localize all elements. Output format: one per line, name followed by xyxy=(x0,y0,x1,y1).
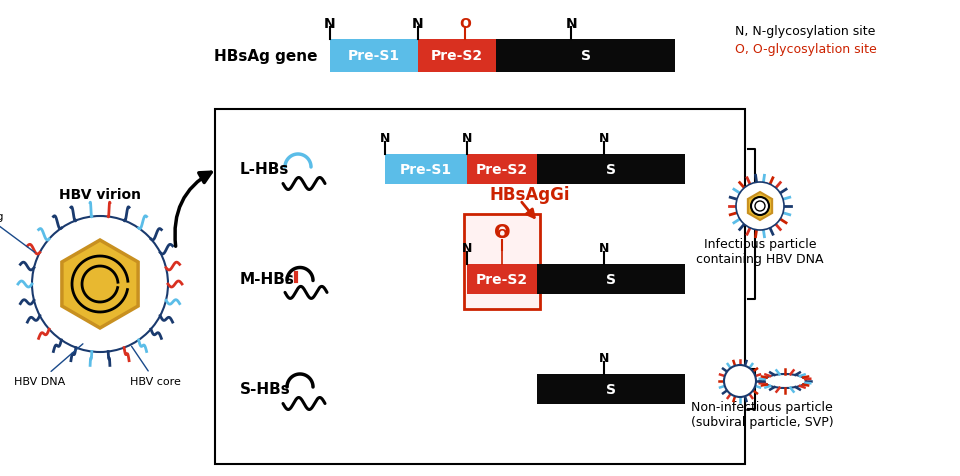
Text: Pre-S2: Pre-S2 xyxy=(431,50,483,63)
Text: S: S xyxy=(606,272,616,287)
Text: L-HBs: L-HBs xyxy=(240,162,289,177)
Text: O: O xyxy=(496,228,507,241)
Text: Pre-S1: Pre-S1 xyxy=(400,163,452,177)
Text: HBsAg: HBsAg xyxy=(0,211,35,253)
Circle shape xyxy=(32,217,168,352)
Text: N: N xyxy=(565,17,577,31)
Text: N: N xyxy=(598,242,609,255)
Text: N: N xyxy=(598,132,609,145)
Text: N: N xyxy=(462,242,472,255)
Polygon shape xyxy=(61,240,138,328)
Text: Pre-S2: Pre-S2 xyxy=(476,163,528,177)
Text: O, O-glycosylation site: O, O-glycosylation site xyxy=(735,43,876,56)
Bar xyxy=(330,40,418,73)
Text: HBV virion: HBV virion xyxy=(59,188,141,201)
Text: S: S xyxy=(606,382,616,396)
Ellipse shape xyxy=(764,374,806,388)
Bar xyxy=(537,374,685,404)
Text: (subviral particle, SVP): (subviral particle, SVP) xyxy=(690,416,833,428)
Text: S: S xyxy=(606,163,616,177)
Circle shape xyxy=(724,365,756,397)
Bar xyxy=(385,155,467,185)
Circle shape xyxy=(755,201,765,211)
Text: N: N xyxy=(412,17,423,31)
Bar xyxy=(496,40,675,73)
Text: N: N xyxy=(598,352,609,365)
Text: O: O xyxy=(459,17,470,31)
Text: N: N xyxy=(462,132,472,145)
Text: HBV core: HBV core xyxy=(130,347,180,386)
Bar xyxy=(537,155,685,185)
Text: HBsAgGi: HBsAgGi xyxy=(490,186,570,204)
Text: N: N xyxy=(380,132,390,145)
Text: S: S xyxy=(581,50,590,63)
Text: HBsAg gene: HBsAg gene xyxy=(214,49,318,64)
Bar xyxy=(467,155,537,185)
Text: N, N-glycosylation site: N, N-glycosylation site xyxy=(735,25,876,39)
Text: N: N xyxy=(324,17,336,31)
Text: S-HBs: S-HBs xyxy=(240,382,291,397)
Bar xyxy=(467,265,537,294)
Text: M-HBs: M-HBs xyxy=(240,272,295,287)
Bar xyxy=(537,265,685,294)
Bar xyxy=(215,110,745,464)
Text: Infectious particle: Infectious particle xyxy=(704,238,816,251)
Text: O: O xyxy=(493,223,511,242)
Text: Pre-S2: Pre-S2 xyxy=(476,272,528,287)
Text: Pre-S1: Pre-S1 xyxy=(348,50,400,63)
Circle shape xyxy=(736,183,784,230)
Bar xyxy=(418,40,496,73)
Polygon shape xyxy=(748,193,772,220)
Text: HBV DNA: HBV DNA xyxy=(14,344,83,386)
Bar xyxy=(464,215,540,309)
Text: containing HBV DNA: containing HBV DNA xyxy=(696,253,824,266)
Text: Non-infectious particle: Non-infectious particle xyxy=(691,401,833,414)
Circle shape xyxy=(751,198,769,216)
